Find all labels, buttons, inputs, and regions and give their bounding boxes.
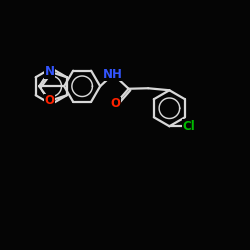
Text: O: O — [45, 94, 55, 107]
Text: Cl: Cl — [182, 120, 195, 133]
Text: NH: NH — [103, 68, 123, 81]
Text: N: N — [45, 65, 55, 78]
Text: O: O — [111, 97, 121, 110]
